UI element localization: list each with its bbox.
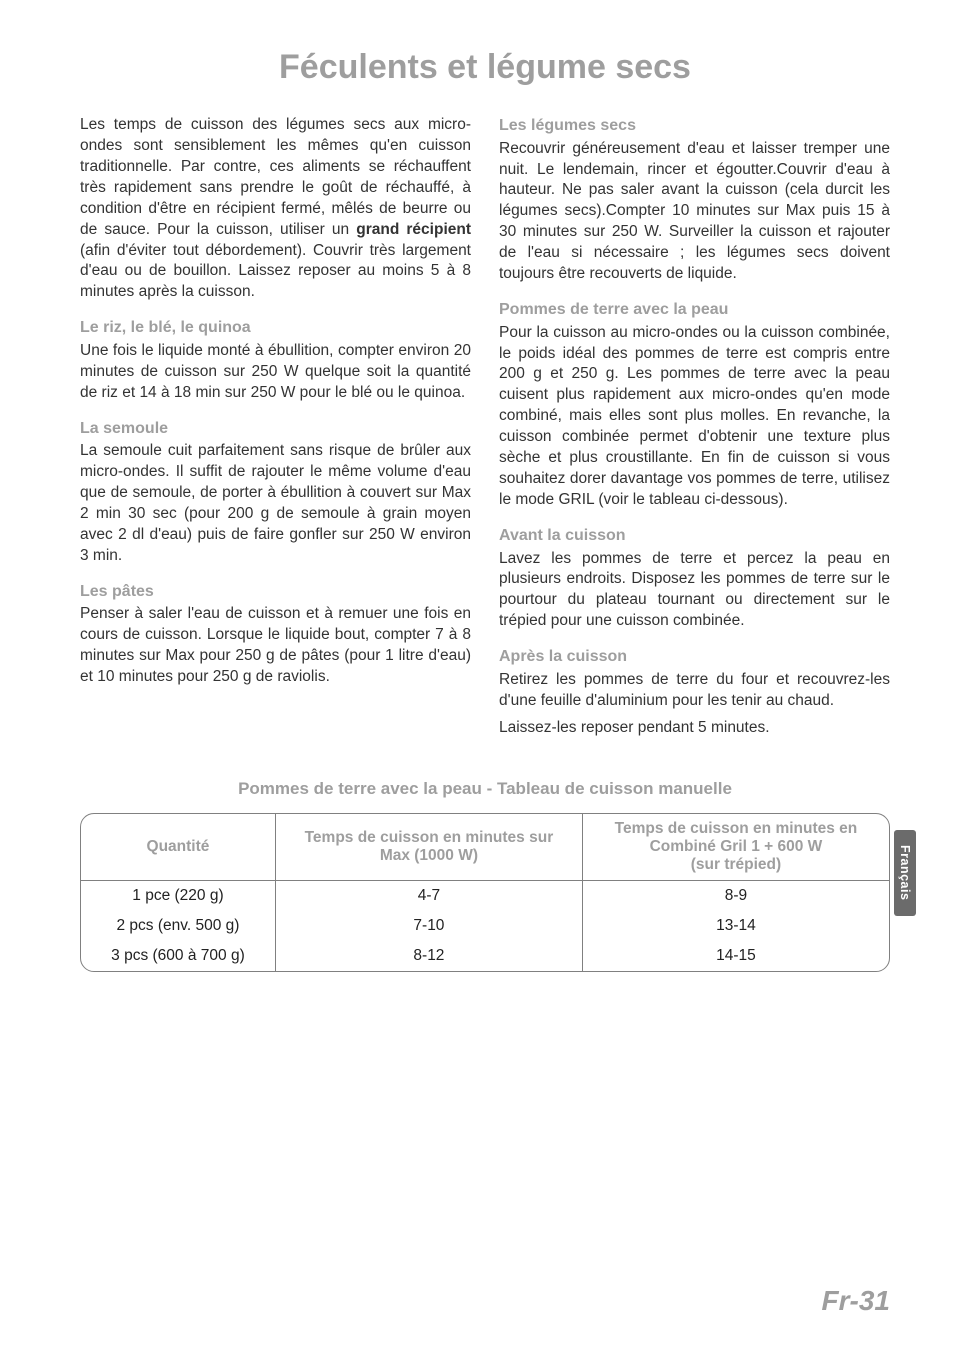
para-apres-b: Laissez-les reposer pendant 5 minutes. [499,718,890,739]
th-combine-line2: Combiné Gril 1 + 600 W [650,838,823,855]
cell-qty: 3 pcs (600 à 700 g) [81,941,275,971]
th-max-line2: Max (1000 W) [380,847,478,864]
right-column: Les légumes secs Recouvrir généreusement… [499,115,890,745]
subhead-semoule: La semoule [80,418,471,440]
cook-table: Quantité Temps de cuisson en minutes sur… [81,814,889,971]
page-number: Fr-31 [822,1285,890,1317]
table-header-row: Quantité Temps de cuisson en minutes sur… [81,814,889,881]
cell-t1: 4-7 [275,881,582,911]
cell-t2: 13-14 [582,911,889,941]
left-column: Les temps de cuisson des légumes secs au… [80,115,471,745]
subhead-pates: Les pâtes [80,581,471,603]
language-tab: Français [894,830,916,916]
page-title: Féculents et légume secs [80,48,890,87]
subhead-apres: Après la cuisson [499,646,890,668]
cell-t2: 8-9 [582,881,889,911]
th-combine-line3: (sur trépied) [691,856,781,873]
cell-qty: 1 pce (220 g) [81,881,275,911]
intro-paragraph: Les temps de cuisson des légumes secs au… [80,115,471,303]
th-quantite: Quantité [81,814,275,881]
cell-t1: 8-12 [275,941,582,971]
subhead-pommes: Pommes de terre avec la peau [499,299,890,321]
intro-text-a: Les temps de cuisson des légumes secs au… [80,116,471,238]
table-row: 3 pcs (600 à 700 g) 8-12 14-15 [81,941,889,971]
th-max: Temps de cuisson en minutes sur Max (100… [275,814,582,881]
para-pates: Penser à saler l'eau de cuisson et à rem… [80,604,471,688]
page: Féculents et légume secs Les temps de cu… [0,0,954,1351]
content-columns: Les temps de cuisson des légumes secs au… [80,115,890,745]
para-riz: Une fois le liquide monté à ébullition, … [80,341,471,404]
para-pommes: Pour la cuisson au micro-ondes ou la cui… [499,323,890,511]
table-row: 1 pce (220 g) 4-7 8-9 [81,881,889,911]
th-max-line1: Temps de cuisson en minutes sur [305,829,554,846]
cell-qty: 2 pcs (env. 500 g) [81,911,275,941]
intro-bold: grand récipient [356,221,471,238]
th-combine-line1: Temps de cuisson en minutes en [615,820,858,837]
th-combine: Temps de cuisson en minutes en Combiné G… [582,814,889,881]
intro-text-b: (afin d'éviter tout débordement). Couvri… [80,242,471,301]
language-tab-label: Français [898,845,912,900]
cell-t2: 14-15 [582,941,889,971]
table-title: Pommes de terre avec la peau - Tableau d… [80,779,890,799]
cell-t1: 7-10 [275,911,582,941]
subhead-riz: Le riz, le blé, le quinoa [80,317,471,339]
table-row: 2 pcs (env. 500 g) 7-10 13-14 [81,911,889,941]
para-semoule: La semoule cuit parfaitement sans risque… [80,441,471,567]
para-avant: Lavez les pommes de terre et percez la p… [499,549,890,633]
para-apres-a: Retirez les pommes de terre du four et r… [499,670,890,712]
para-legumes-secs: Recouvrir généreusement d'eau et laisser… [499,139,890,285]
cook-table-wrap: Quantité Temps de cuisson en minutes sur… [80,813,890,972]
subhead-avant: Avant la cuisson [499,525,890,547]
subhead-legumes-secs: Les légumes secs [499,115,890,137]
